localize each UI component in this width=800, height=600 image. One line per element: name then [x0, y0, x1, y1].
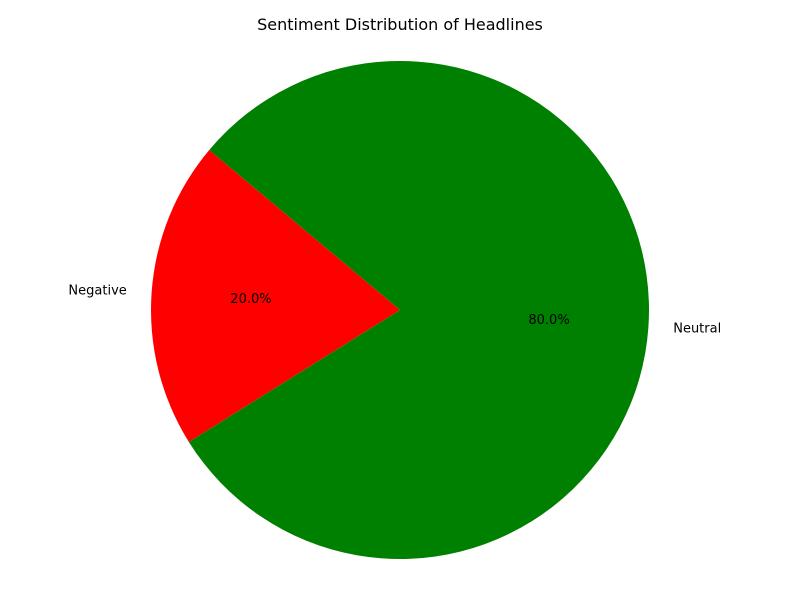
pie-slices: [151, 60, 650, 559]
pct-label-negative: 20.0%: [230, 292, 271, 307]
pct-label-neutral: 80.0%: [528, 313, 569, 328]
pie-labels: 20.0% Negative 80.0% Neutral: [68, 283, 721, 336]
pie-slice-negative: [151, 149, 400, 442]
chart-title: Sentiment Distribution of Headlines: [257, 15, 543, 34]
slice-label-negative: Negative: [68, 283, 126, 298]
slice-label-neutral: Neutral: [673, 322, 721, 337]
pie-slice-neutral: [188, 60, 650, 559]
